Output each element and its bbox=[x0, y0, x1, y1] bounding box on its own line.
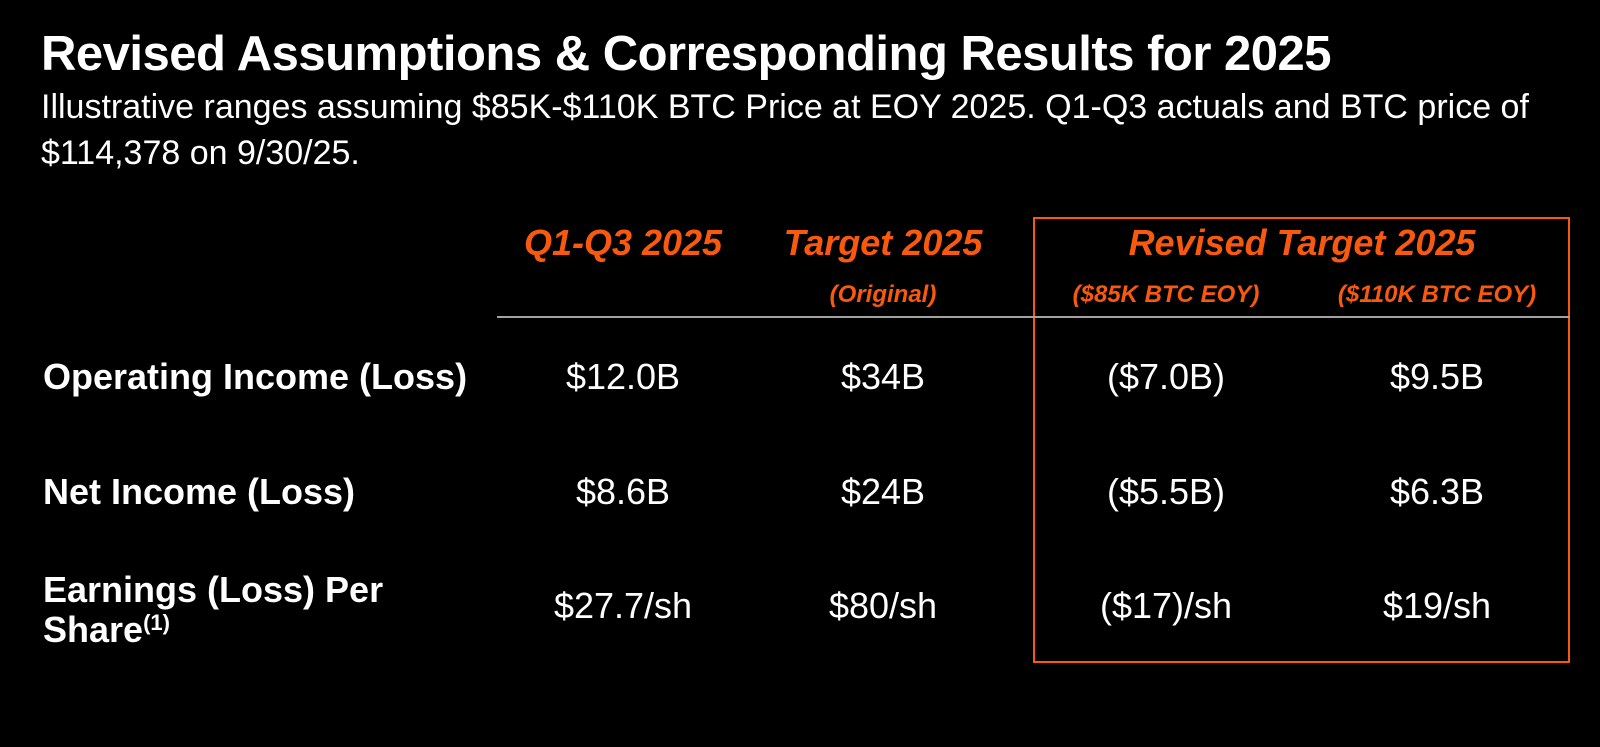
row-label-earnings-per-share: Earnings (Loss) Per Share(1) bbox=[43, 570, 505, 650]
slide-title: Revised Assumptions & Corresponding Resu… bbox=[41, 27, 1332, 81]
column-subheader-original: (Original) bbox=[829, 281, 937, 308]
footnote-marker: (1) bbox=[143, 610, 170, 635]
cell-net-income-target: $24B bbox=[840, 471, 926, 512]
cell-operating-income-revised-110k: $9.5B bbox=[1389, 356, 1485, 397]
cell-operating-income-q1q3: $12.0B bbox=[565, 356, 681, 397]
cell-net-income-q1q3: $8.6B bbox=[575, 471, 671, 512]
cell-eps-revised-110k: $19/sh bbox=[1382, 585, 1492, 626]
revised-target-highlight-box bbox=[1033, 217, 1570, 663]
slide-subtitle: Illustrative ranges assuming $85K-$110K … bbox=[41, 88, 1529, 172]
cell-operating-income-target: $34B bbox=[840, 356, 926, 397]
column-subheader-110k-btc-eoy: ($110K BTC EOY) bbox=[1337, 281, 1537, 308]
row-label-earnings-text: Earnings (Loss) Per Share bbox=[43, 569, 384, 650]
cell-eps-revised-85k: ($17)/sh bbox=[1099, 585, 1233, 626]
row-label-net-income-loss: Net Income (Loss) bbox=[43, 471, 356, 512]
column-subheader-85k-btc-eoy: ($85K BTC EOY) bbox=[1072, 281, 1260, 308]
column-group-header-revised-target-2025: Revised Target 2025 bbox=[1128, 222, 1476, 263]
cell-net-income-revised-110k: $6.3B bbox=[1389, 471, 1485, 512]
cell-net-income-revised-85k: ($5.5B) bbox=[1106, 471, 1226, 512]
row-label-operating-income-loss: Operating Income (Loss) bbox=[43, 356, 468, 397]
header-divider-line bbox=[497, 316, 1570, 318]
cell-eps-q1q3: $27.7/sh bbox=[553, 585, 693, 626]
column-header-target-2025: Target 2025 bbox=[783, 222, 983, 263]
cell-operating-income-revised-85k: ($7.0B) bbox=[1106, 356, 1226, 397]
column-header-q1q3-2025: Q1-Q3 2025 bbox=[523, 222, 723, 263]
cell-eps-target: $80/sh bbox=[828, 585, 938, 626]
